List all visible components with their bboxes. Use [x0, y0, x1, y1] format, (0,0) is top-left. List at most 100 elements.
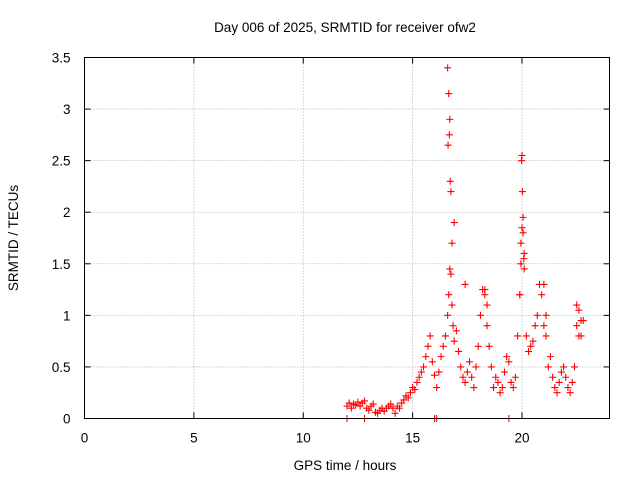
data-point	[449, 322, 457, 330]
data-point	[498, 384, 506, 392]
data-point	[507, 378, 515, 386]
data-point	[446, 115, 454, 123]
data-point	[404, 394, 412, 402]
data-point	[518, 224, 526, 232]
data-point	[540, 280, 548, 288]
x-tick-label: 20	[514, 431, 529, 446]
data-point	[517, 239, 525, 247]
x-tick-label: 5	[190, 431, 198, 446]
data-point	[494, 378, 502, 386]
data-point	[406, 389, 414, 397]
data-point	[354, 398, 362, 406]
data-point	[546, 353, 554, 361]
data-point	[562, 373, 570, 381]
data-point	[448, 301, 456, 309]
data-point	[577, 317, 585, 325]
data-point	[424, 342, 432, 350]
data-point	[428, 358, 436, 366]
data-point	[573, 322, 581, 330]
data-point	[463, 368, 471, 376]
data-point	[457, 363, 465, 371]
data-point	[522, 332, 530, 340]
data-point	[400, 396, 408, 404]
data-point	[525, 347, 533, 355]
data-point	[544, 363, 552, 371]
data-point	[413, 378, 421, 386]
data-point	[391, 409, 399, 417]
data-point	[361, 397, 368, 405]
data-point	[520, 265, 528, 273]
data-point	[446, 265, 454, 273]
data-point	[347, 404, 355, 412]
data-point	[461, 378, 469, 386]
data-point	[571, 363, 578, 371]
x-tick-label: 15	[405, 431, 420, 446]
data-point	[417, 368, 425, 376]
y-tick-label: 2.5	[52, 154, 71, 169]
data-point	[445, 90, 453, 98]
data-point	[389, 404, 397, 412]
data-point	[365, 406, 373, 414]
y-tick-label: 1.5	[52, 257, 71, 272]
data-point	[452, 327, 460, 335]
data-point	[422, 353, 430, 361]
data-point	[531, 322, 539, 330]
data-point	[516, 291, 524, 299]
data-point	[509, 384, 517, 392]
data-point	[518, 157, 526, 165]
data-point	[476, 311, 484, 319]
data-point	[448, 239, 456, 247]
data-point	[553, 389, 561, 397]
y-tick-label: 3	[63, 102, 71, 117]
x-tick-label: 0	[81, 431, 89, 446]
data-point	[426, 332, 434, 340]
data-point	[459, 373, 467, 381]
x-tick-label: 10	[296, 431, 311, 446]
data-point	[542, 332, 550, 340]
y-tick-label: 2	[63, 205, 71, 220]
data-point	[519, 213, 527, 221]
data-point	[490, 384, 498, 392]
y-axis-label: SRMTID / TECUs	[6, 185, 21, 292]
data-points	[343, 64, 587, 422]
data-point	[555, 378, 563, 386]
data-point	[564, 384, 572, 392]
data-point	[483, 301, 491, 309]
data-point	[511, 373, 519, 381]
chart-title: Day 006 of 2025, SRMTID for receiver ofw…	[214, 20, 476, 35]
data-point	[345, 399, 353, 407]
data-point	[461, 280, 469, 288]
data-point	[519, 229, 527, 237]
data-point	[411, 386, 419, 394]
data-point	[575, 306, 583, 314]
data-point	[527, 342, 535, 350]
y-tick-label: 3.5	[52, 51, 71, 66]
data-point	[505, 358, 513, 366]
data-point	[444, 64, 452, 72]
data-point	[518, 188, 526, 196]
data-point	[568, 378, 576, 386]
data-point	[439, 342, 447, 350]
data-point	[557, 368, 565, 376]
data-point	[472, 363, 480, 371]
data-point	[369, 400, 377, 408]
data-point	[540, 322, 548, 330]
data-point	[455, 347, 463, 355]
data-point	[445, 291, 453, 299]
axis-ticks: 0 0.5 1 1.5 2 2.5 3 3.5 0 5 10 15 20	[52, 51, 610, 446]
data-point	[415, 373, 423, 381]
data-point	[466, 358, 473, 366]
data-point	[474, 342, 482, 350]
data-point	[503, 353, 511, 361]
plot-frame	[84, 57, 610, 419]
data-point	[450, 337, 458, 345]
data-point	[437, 353, 445, 361]
data-point	[447, 270, 455, 278]
data-point	[549, 373, 557, 381]
data-point	[444, 141, 452, 149]
data-point	[431, 371, 438, 379]
data-point	[517, 260, 525, 268]
data-point	[542, 311, 550, 319]
data-point	[445, 131, 453, 139]
